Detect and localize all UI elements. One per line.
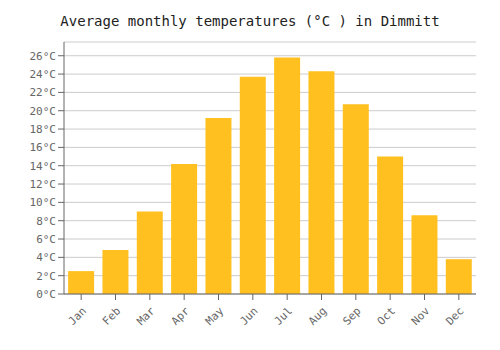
svg-text:24°C: 24°C <box>30 68 57 81</box>
svg-text:Dec: Dec <box>443 305 466 328</box>
svg-text:May: May <box>203 304 227 328</box>
svg-text:Feb: Feb <box>100 305 123 328</box>
svg-text:6°C: 6°C <box>36 233 56 246</box>
svg-text:Jul: Jul <box>272 305 295 328</box>
svg-text:20°C: 20°C <box>30 105 57 118</box>
svg-text:18°C: 18°C <box>30 123 57 136</box>
svg-text:Jun: Jun <box>237 305 260 328</box>
svg-text:14°C: 14°C <box>30 160 57 173</box>
svg-text:Aug: Aug <box>306 305 329 328</box>
svg-text:16°C: 16°C <box>30 141 57 154</box>
svg-text:Apr: Apr <box>169 304 193 328</box>
svg-text:4°C: 4°C <box>36 251 56 264</box>
svg-text:0°C: 0°C <box>36 288 56 301</box>
svg-text:Oct: Oct <box>375 305 398 328</box>
html-text:Average monthly temperatures (: Average monthly temperatures (°C ) in Di… <box>60 13 440 29</box>
svg-text:Jan: Jan <box>66 305 89 328</box>
svg-text:Mar: Mar <box>134 304 158 328</box>
svg-text:Nov: Nov <box>409 304 433 328</box>
svg-text:26°C: 26°C <box>30 50 57 63</box>
svg-text:Sep: Sep <box>340 305 363 328</box>
svg-text:12°C: 12°C <box>30 178 57 191</box>
svg-text:22°C: 22°C <box>30 86 57 99</box>
svg-text:8°C: 8°C <box>36 215 56 228</box>
svg-text:10°C: 10°C <box>30 196 57 209</box>
svg-text:2°C: 2°C <box>36 270 56 283</box>
